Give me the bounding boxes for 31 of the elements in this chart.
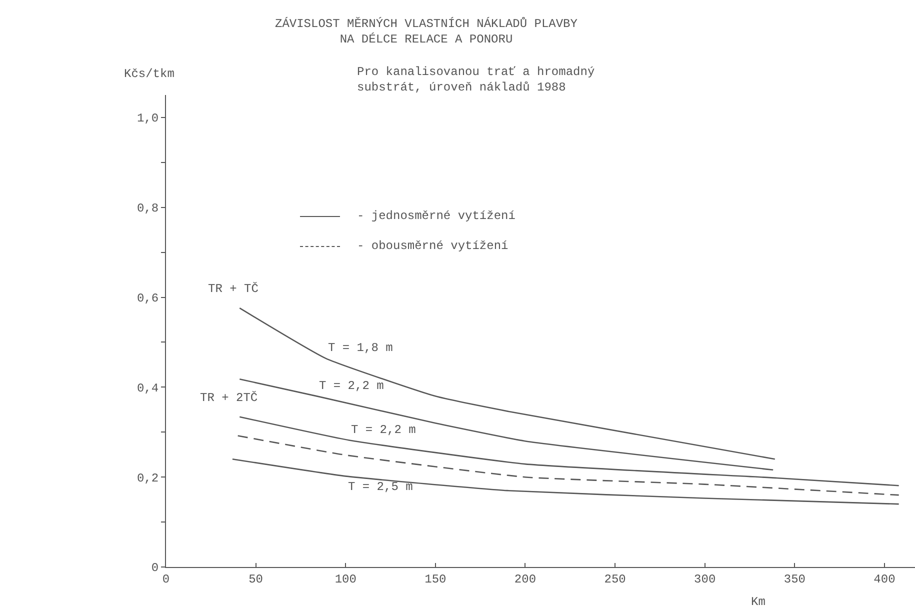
annotation: - jednosměrné vytížení [357,209,516,223]
chart-subtitle: Pro kanalisovanou trať a hromadný substrát, úroveň nákladů 1988 [357,65,595,95]
annotation: - obousměrné vytížení [357,239,508,253]
x-tick-label: 300 [694,572,716,586]
line-series [232,458,900,505]
series-label: T = 2,2 m [351,423,416,437]
x-tick-label: 0 [162,572,170,586]
x-tick-label: 150 [424,572,446,586]
line-series [238,307,776,460]
y-tick-label: 0,8 [136,202,159,216]
series-label: T = 2,5 m [348,480,413,494]
y-axis-title: Kčs/tkm [124,67,174,81]
series-label: T = 1,8 m [328,341,393,355]
y-tick-label: 0,2 [136,471,159,486]
line-series [237,435,900,496]
annotation: TR + 2TČ [200,391,258,405]
line-series [238,378,774,471]
y-tick-label: 0 [151,561,159,576]
x-axis-title: Km [751,595,766,609]
x-tick-label: 200 [514,572,536,586]
annotation: TR + TČ [208,282,258,296]
series-label: T = 2,2 m [319,379,384,393]
chart-title: ZÁVISLOST MĚRNÝCH VLASTNÍCH NÁKLADŮ PLAVBY NA DÉLCE RELACE A PONORU [275,17,578,47]
y-tick-label: 0,6 [136,291,159,306]
x-tick-label: 50 [248,572,264,586]
x-tick-label: 250 [604,572,626,586]
x-tick-label: 100 [334,572,356,586]
y-tick-label: 1,0 [136,112,159,126]
x-tick-label: 400 [874,572,896,586]
y-tick-label: 0,4 [136,381,159,396]
x-tick-label: 350 [784,572,806,586]
